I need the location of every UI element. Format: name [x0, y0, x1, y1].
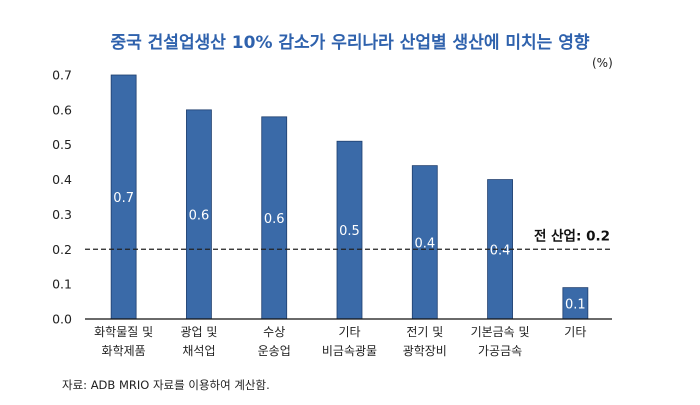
- x-tick-label: 광학장비: [403, 344, 447, 358]
- data-label: 0.5: [339, 224, 360, 239]
- unit-label: (%): [592, 56, 613, 70]
- x-tick-label: 비금속광물: [322, 344, 377, 358]
- x-tick-label: 화학물질 및: [94, 325, 153, 339]
- x-tick-label: 기타: [564, 325, 586, 339]
- y-tick-label: 0.1: [52, 277, 72, 292]
- x-tick-label: 기타: [338, 325, 360, 339]
- y-tick-label: 0.6: [52, 102, 72, 117]
- x-tick-label: 광업 및: [180, 325, 217, 339]
- data-label: 0.6: [189, 208, 210, 223]
- x-tick-label: 채석업: [182, 344, 215, 358]
- x-tick-label: 가공금속: [478, 344, 522, 358]
- y-tick-label: 0.4: [52, 172, 72, 187]
- bar: [110, 74, 137, 320]
- bar: [411, 165, 438, 320]
- reference-line-label: 전 산업: 0.2: [534, 227, 610, 244]
- bar: [562, 287, 589, 320]
- bar: [261, 116, 288, 320]
- data-label: 0.1: [565, 297, 586, 312]
- y-tick-label: 0.5: [52, 137, 72, 152]
- y-tick-label: 0.2: [52, 242, 72, 257]
- x-tick-label: 수상: [263, 325, 285, 339]
- data-label: 0.6: [264, 212, 285, 227]
- y-tick-label: 0.3: [52, 207, 72, 222]
- data-label: 0.4: [490, 243, 511, 258]
- x-tick-label: 화학제품: [102, 344, 146, 358]
- chart-title: 중국 건설업생산 10% 감소가 우리나라 산업별 생산에 미치는 영향: [110, 33, 590, 53]
- data-label: 0.7: [113, 191, 134, 206]
- data-label: 0.4: [414, 236, 435, 251]
- y-tick-label: 0.0: [52, 312, 72, 327]
- x-tick-label: 기본금속 및: [471, 325, 530, 339]
- x-tick-label: 전기 및: [406, 325, 443, 339]
- bar: [186, 109, 212, 320]
- y-tick-label: 0.7: [52, 68, 72, 83]
- source-note: 자료: ADB MRIO 자료를 이용하여 계산함.: [62, 378, 270, 392]
- bar: [336, 140, 363, 320]
- x-tick-label: 운송업: [258, 344, 291, 358]
